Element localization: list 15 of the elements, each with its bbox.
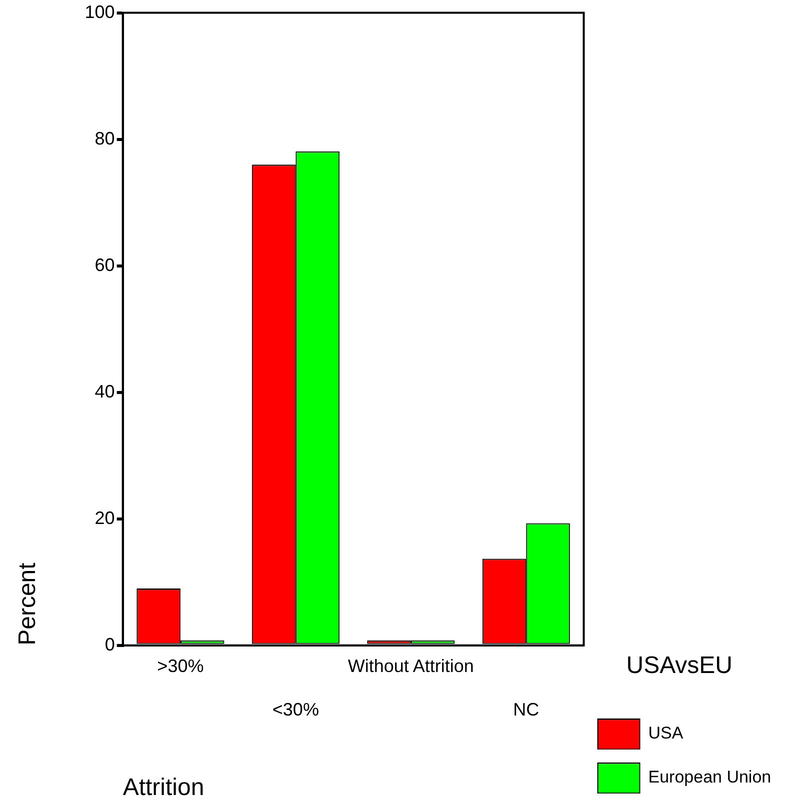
y-tick-label: 80 bbox=[94, 128, 115, 148]
legend-title: USAvsEU bbox=[626, 652, 733, 679]
y-tick-label: 20 bbox=[94, 508, 115, 528]
x-tick-label: NC bbox=[513, 699, 540, 720]
x-axis-title: Attrition bbox=[122, 774, 204, 802]
y-axis-title: Percent bbox=[14, 562, 42, 646]
legend-label: European Union bbox=[648, 768, 772, 787]
y-tick-label: 40 bbox=[94, 381, 115, 402]
x-tick-label: <30% bbox=[272, 699, 319, 720]
legend-label: USA bbox=[648, 724, 684, 743]
y-tick-label: 60 bbox=[94, 254, 115, 275]
x-tick-label: >30% bbox=[157, 656, 204, 676]
x-tick-label: Without Attrition bbox=[348, 656, 474, 676]
y-tick-label: 0 bbox=[104, 634, 115, 654]
y-tick-label: 100 bbox=[84, 2, 115, 22]
